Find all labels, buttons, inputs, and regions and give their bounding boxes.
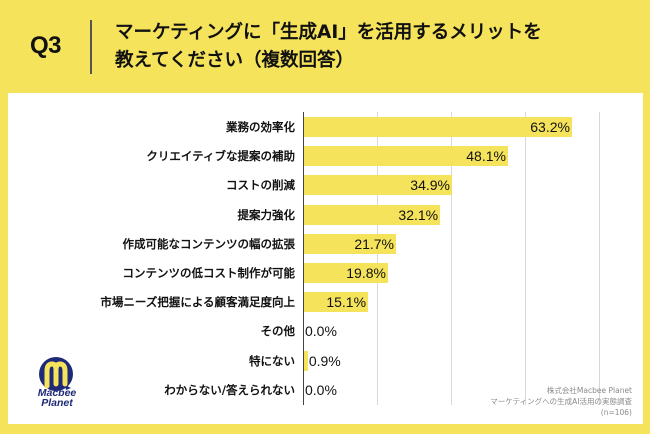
category-label: 市場ニーズ把握による顧客満足度向上	[100, 295, 295, 310]
bar-value-label: 21.7%	[354, 235, 395, 252]
bar-value-label: 0.9%	[308, 352, 341, 369]
bar	[304, 146, 508, 167]
source-company: 株式会社Macbee Planet	[546, 386, 632, 395]
gridline	[525, 112, 526, 405]
category-label: わからない/答えられない	[164, 382, 295, 397]
category-label: 特にない	[249, 353, 295, 368]
bar-value-label: 0.0%	[305, 381, 337, 398]
bar	[304, 350, 308, 371]
y-axis-line	[303, 112, 304, 405]
bar	[304, 263, 388, 283]
gridline	[451, 112, 452, 405]
category-label: 業務の効率化	[226, 120, 295, 134]
bar	[304, 292, 369, 313]
macbee-planet-logo-icon	[39, 357, 73, 391]
bar-value-label: 34.9%	[410, 177, 450, 194]
bar-value-label: 0.0%	[305, 323, 337, 340]
source-survey: マーケティングへの生成AI活用の実態調査	[490, 397, 632, 406]
category-label: コンテンツの低コスト制作が可能	[122, 266, 296, 280]
title-line-1: マーケティングに「生成AI」を活用するメリットを	[115, 22, 542, 43]
bar	[304, 204, 441, 225]
chart-panel	[8, 93, 643, 424]
logo-text-line-2: Planet	[41, 397, 73, 409]
bar-value-label: 15.1%	[326, 294, 367, 311]
bar-value-label: 32.1%	[398, 206, 439, 223]
bar-value-label: 19.8%	[346, 265, 386, 281]
title-line-2: 教えてください（複数回答）	[115, 50, 355, 71]
gridline	[377, 112, 378, 405]
page-title: マーケティングに「生成AI」を活用するメリットを 教えてください（複数回答）	[115, 19, 542, 75]
bar	[304, 175, 452, 196]
bar-value-label: 63.2%	[530, 119, 570, 135]
bar-value-label: 48.1%	[466, 148, 506, 165]
category-label: 提案力強化	[237, 207, 296, 222]
bar	[304, 233, 396, 254]
source-note: 株式会社Macbee Planet マーケティングへの生成AI活用の実態調査 (…	[490, 385, 632, 418]
question-number: Q3	[30, 32, 62, 59]
category-label: クリエイティブな提案の補助	[146, 149, 295, 164]
logo-text-line-1: Macbee	[37, 387, 77, 399]
gridline	[599, 112, 600, 405]
logo-text: Macbee Planet	[24, 387, 90, 409]
category-label: コストの削減	[226, 178, 295, 193]
source-sample: (n=106)	[600, 408, 632, 417]
category-label: その他	[260, 324, 296, 339]
bar	[304, 117, 572, 137]
category-label: 作成可能なコンテンツの幅の拡張	[122, 236, 296, 251]
header-divider	[90, 20, 92, 74]
